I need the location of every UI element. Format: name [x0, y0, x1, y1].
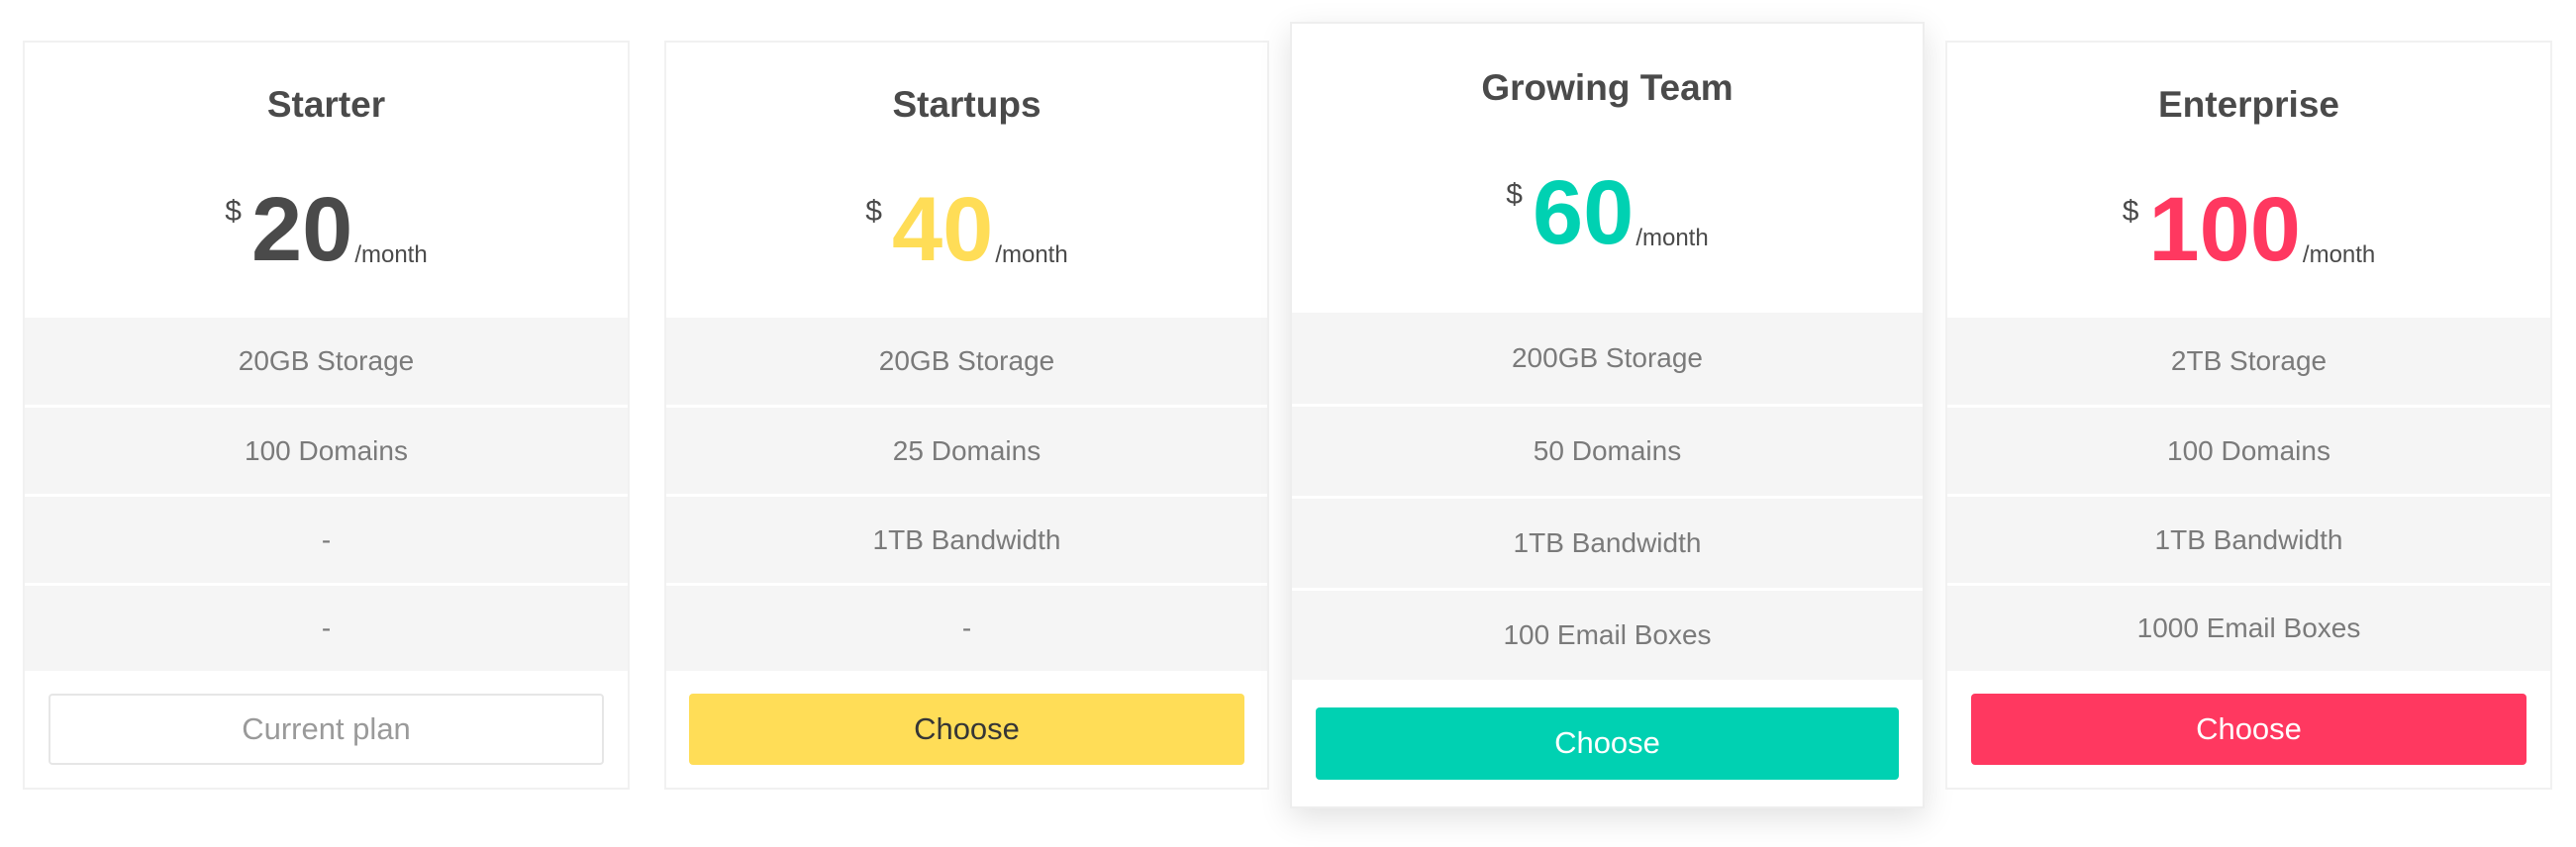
plan-title: Starter — [266, 84, 386, 125]
plan-card-growing-team: Growing Team $ 60 /month 200GB Storage 5… — [1290, 22, 1925, 808]
feature-row: 200GB Storage — [1292, 313, 1923, 404]
price-period: /month — [1635, 225, 1709, 252]
price-amount: 20 — [250, 179, 353, 280]
feature-row: 50 Domains — [1292, 404, 1923, 496]
plan-price: $ 20 /month — [225, 179, 428, 280]
current-plan-button[interactable]: Current plan — [49, 694, 604, 765]
plan-header: Growing Team $ 60 /month — [1292, 24, 1923, 313]
choose-button[interactable]: Choose — [1971, 694, 2526, 765]
feature-row: - — [25, 494, 628, 583]
feature-row: 1TB Bandwidth — [666, 494, 1267, 583]
feature-row: 2TB Storage — [1947, 318, 2550, 405]
plan-footer: Choose — [1947, 671, 2550, 788]
plan-header: Starter $ 20 /month — [25, 43, 628, 318]
feature-row: - — [666, 583, 1267, 671]
feature-row: 1TB Bandwidth — [1292, 496, 1923, 588]
plan-title: Enterprise — [2157, 84, 2339, 125]
price-period: /month — [354, 241, 428, 269]
currency-symbol: $ — [865, 195, 882, 228]
feature-row: - — [25, 583, 628, 671]
plan-price: $ 60 /month — [1506, 162, 1709, 263]
currency-symbol: $ — [1506, 178, 1523, 211]
plan-header: Startups $ 40 /month — [666, 43, 1267, 318]
plan-header: Enterprise $ 100 /month — [1947, 43, 2550, 318]
feature-row: 100 Email Boxes — [1292, 588, 1923, 680]
choose-button[interactable]: Choose — [1316, 706, 1899, 780]
choose-button[interactable]: Choose — [689, 694, 1244, 765]
feature-row: 20GB Storage — [25, 318, 628, 405]
plan-footer: Choose — [1292, 680, 1923, 806]
plan-title: Growing Team — [1481, 67, 1734, 108]
plan-card-starter: Starter $ 20 /month 20GB Storage 100 Dom… — [23, 41, 630, 790]
plan-card-startups: Startups $ 40 /month 20GB Storage 25 Dom… — [664, 41, 1269, 790]
currency-symbol: $ — [225, 195, 242, 228]
plan-footer: Choose — [666, 671, 1267, 788]
plan-card-enterprise: Enterprise $ 100 /month 2TB Storage 100 … — [1945, 41, 2552, 790]
price-period: /month — [995, 241, 1068, 269]
feature-row: 20GB Storage — [666, 318, 1267, 405]
feature-row: 100 Domains — [25, 405, 628, 494]
feature-row: 1000 Email Boxes — [1947, 583, 2550, 671]
feature-row: 1TB Bandwidth — [1947, 494, 2550, 583]
plan-title: Startups — [892, 84, 1041, 125]
price-period: /month — [2302, 241, 2376, 269]
price-amount: 60 — [1532, 162, 1635, 263]
plan-price: $ 40 /month — [865, 179, 1068, 280]
price-amount: 40 — [891, 179, 994, 280]
currency-symbol: $ — [2122, 195, 2139, 228]
feature-row: 25 Domains — [666, 405, 1267, 494]
feature-row: 100 Domains — [1947, 405, 2550, 494]
price-amount: 100 — [2148, 179, 2301, 280]
plan-footer: Current plan — [25, 671, 628, 788]
plan-price: $ 100 /month — [2122, 179, 2376, 280]
